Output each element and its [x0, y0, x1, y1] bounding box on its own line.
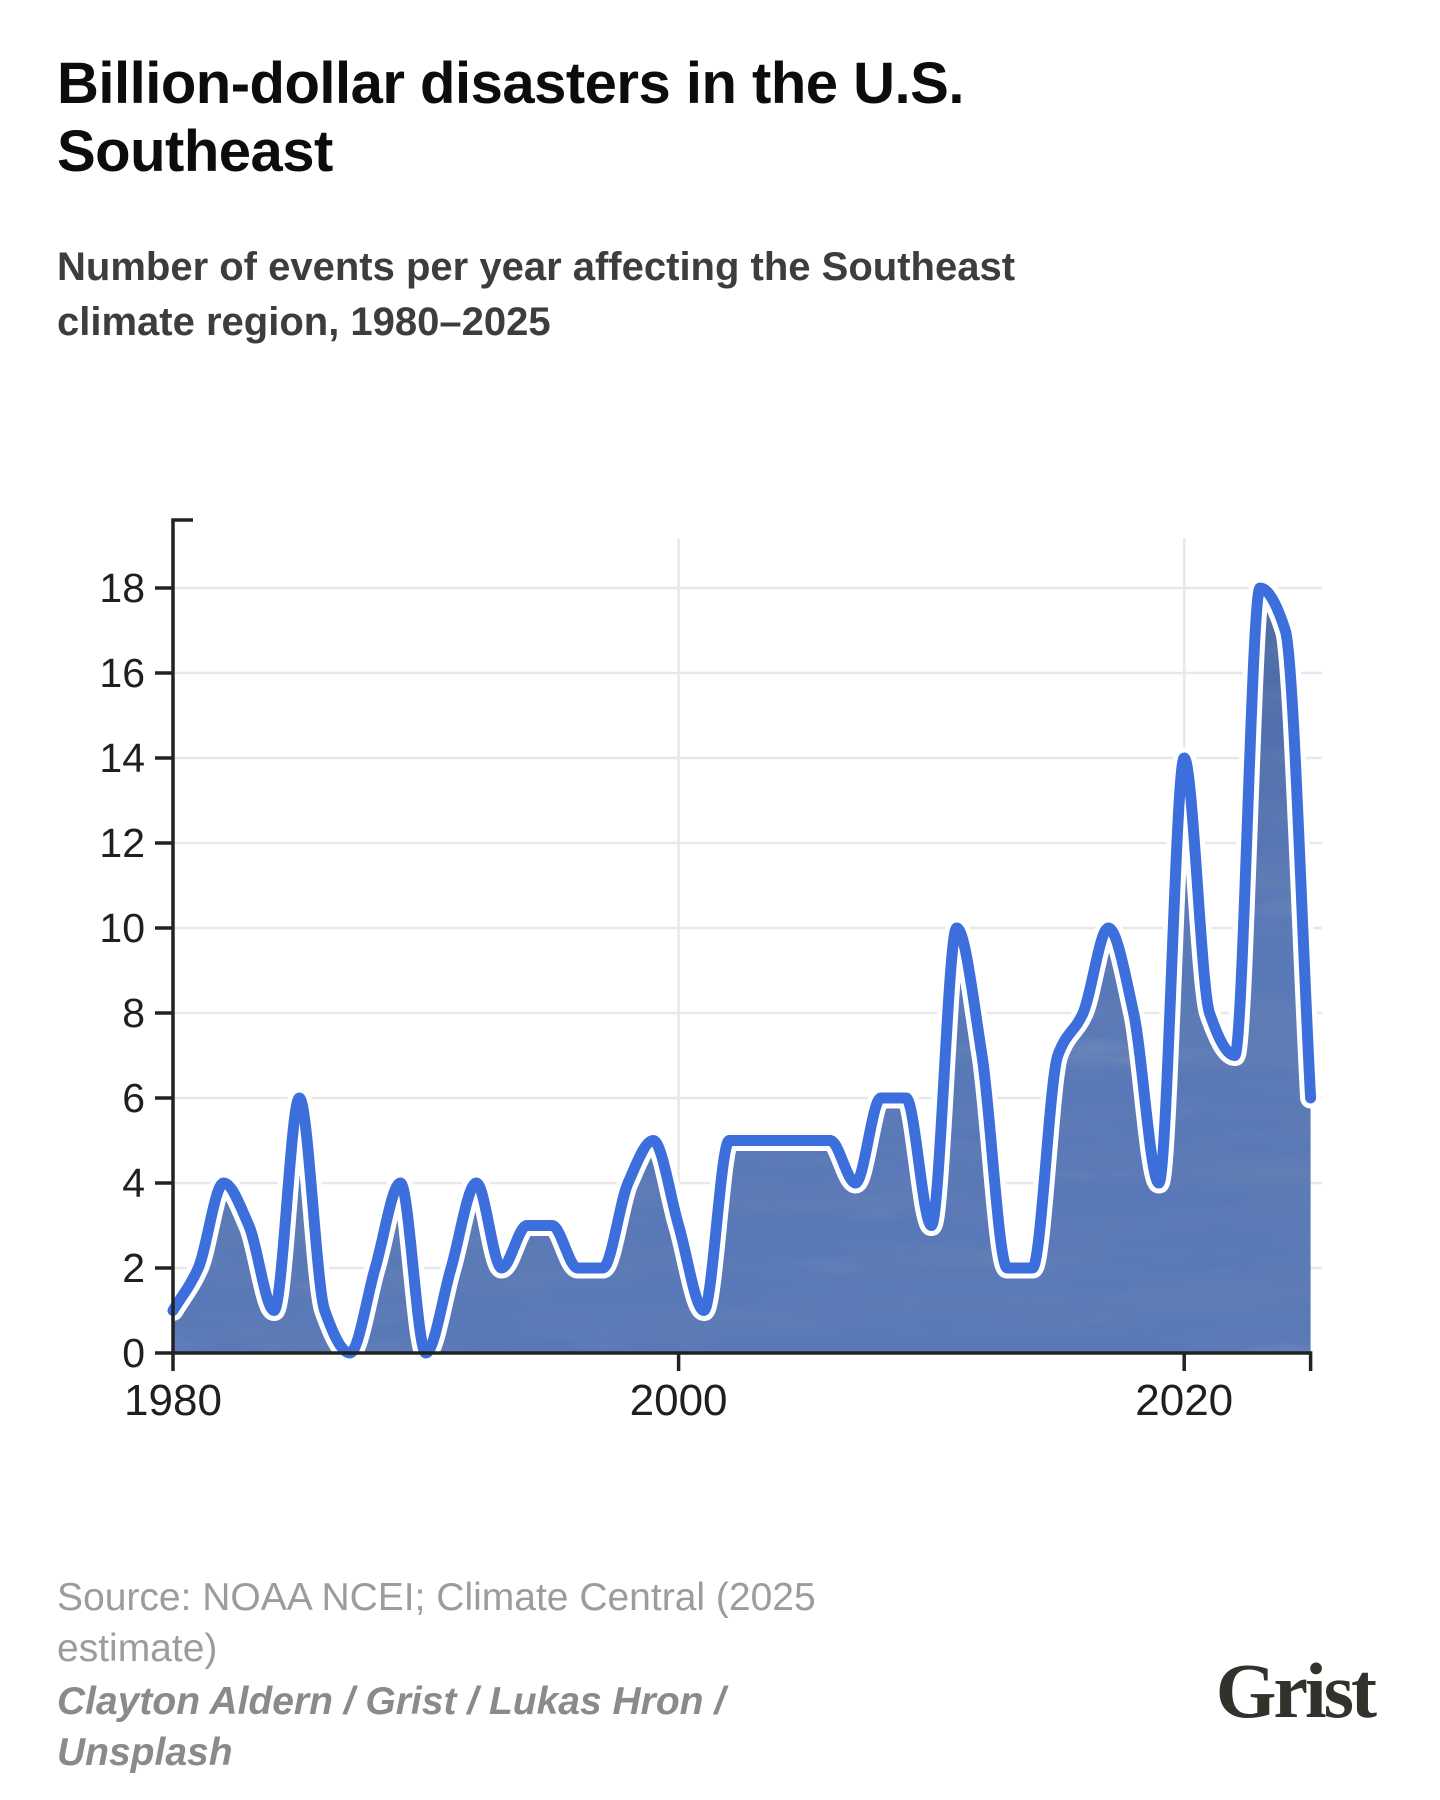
x-axis-label-2020: 2020: [1135, 1376, 1233, 1425]
grist-logo: Grist: [1215, 1647, 1377, 1734]
area-fill: [173, 588, 1311, 1353]
y-axis-label-2: 2: [122, 1245, 145, 1291]
series-line: [167, 582, 1317, 1359]
y-axis-label-12: 12: [99, 820, 145, 866]
y-axis-label-0: 0: [122, 1330, 145, 1376]
source-note: Source: NOAA NCEI; Climate Central (2025…: [57, 1576, 816, 1671]
axes: [155, 518, 1313, 1371]
y-axis-label-16: 16: [99, 650, 145, 696]
chart-title: Billion-dollar disasters in the U.S. Sou…: [57, 51, 964, 184]
x-axis-label-2000: 2000: [630, 1376, 728, 1425]
y-axis-labels: 0 2 4 6 8 10 12 14 16 18: [99, 565, 145, 1376]
chart-area: 0 2 4 6 8 10 12 14 16 18 1980 2000 2020: [0, 430, 1440, 1440]
y-axis-label-4: 4: [122, 1160, 145, 1206]
credit-line: Clayton Aldern / Grist / Lukas Hron / Un…: [57, 1680, 726, 1775]
x-axis-label-1980: 1980: [124, 1376, 222, 1425]
chart-subtitle: Number of events per year affecting the …: [57, 245, 1016, 345]
y-axis-label-8: 8: [122, 990, 145, 1036]
x-axis-labels: 1980 2000 2020: [124, 1376, 1233, 1425]
y-axis-label-10: 10: [99, 905, 145, 951]
y-axis-label-14: 14: [99, 735, 145, 781]
disasters-area-chart: 0 2 4 6 8 10 12 14 16 18 1980 2000 2020: [99, 518, 1322, 1425]
y-axis-label-6: 6: [122, 1075, 145, 1121]
y-axis-label-18: 18: [99, 565, 145, 611]
